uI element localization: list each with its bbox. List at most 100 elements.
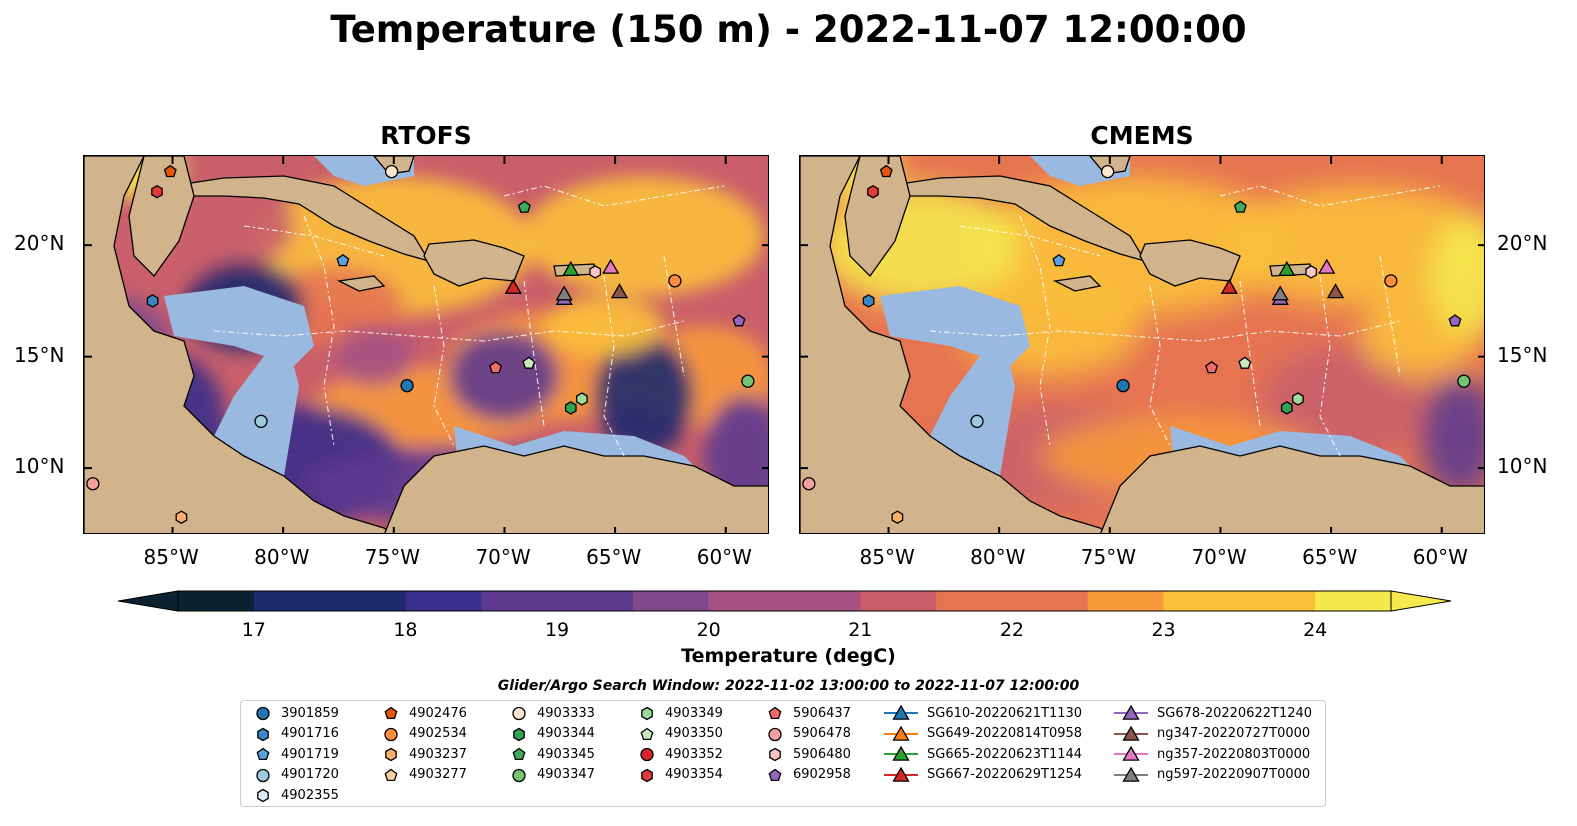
- marker-4901719: [1052, 253, 1066, 267]
- legend-item: 4902355: [253, 785, 339, 805]
- legend-marker-icon: [768, 727, 782, 741]
- legend-item: 4903349: [637, 703, 723, 723]
- colorbar-tick-label: 20: [696, 619, 721, 641]
- marker-4903347: [741, 374, 755, 388]
- marker-5906437: [1205, 360, 1219, 374]
- colorbar-band: [405, 591, 482, 611]
- legend-item-label: ng597-20220907T0000: [1157, 767, 1311, 782]
- map-panel-rtofs: [83, 155, 769, 534]
- legend-marker-icon: [641, 706, 653, 721]
- legend-item-label: 4903352: [665, 746, 723, 762]
- legend-marker-icon: [769, 747, 781, 762]
- legend-item: ng347-20220727T0000: [1113, 724, 1310, 744]
- legend-marker-icon: [385, 747, 397, 762]
- colorbar-extend-high: [1390, 590, 1452, 612]
- south-america-landmass: [1100, 445, 1484, 533]
- legend-marker-icon: [384, 706, 398, 720]
- marker-4903354: [151, 184, 163, 199]
- map-panel-cmems: [799, 155, 1485, 534]
- legend-item: SG678-20220622T1240: [1113, 703, 1312, 723]
- colorbar-band: [1315, 591, 1392, 611]
- legend-item: 3901859: [253, 703, 339, 723]
- lon-tick-label: 75°W: [1080, 545, 1137, 569]
- colorbar-band: [481, 591, 558, 611]
- legend-item-label: SG610-20220621T1130: [927, 705, 1083, 721]
- lon-tick-label: 85°W: [143, 545, 199, 569]
- legend-item-label: ng347-20220727T0000: [1157, 726, 1311, 741]
- colorbar-label: Temperature (degC): [681, 645, 896, 667]
- marker-4903354: [867, 184, 879, 199]
- marker-4901716: [146, 294, 159, 308]
- legend-item-label: 4903350: [665, 726, 723, 741]
- marker-4902534: [1384, 274, 1398, 288]
- lat-tick-label-left: 20°N: [14, 231, 65, 256]
- marker-SG667-20220629T1254: [1220, 278, 1238, 294]
- marker-ng357-20220803T0000: [602, 258, 620, 274]
- legend-item: 4903277: [381, 765, 467, 785]
- legend-item: ng357-20220803T0000: [1113, 744, 1310, 764]
- colorbar-band: [1163, 591, 1240, 611]
- marker-4903350: [1238, 356, 1252, 369]
- platform-markers: [86, 164, 755, 524]
- marker-4903344: [1280, 401, 1293, 415]
- platform-markers: [802, 164, 1471, 524]
- marker-4903350: [522, 356, 536, 369]
- legend-item: SG667-20220629T1254: [883, 765, 1082, 785]
- legend-item-label: 6902958: [793, 767, 851, 782]
- lon-tick-label: 75°W: [364, 545, 421, 569]
- legend-item: 4903352: [637, 744, 723, 764]
- marker-ng347-20220727T0000: [1326, 283, 1345, 299]
- marker-4903344: [564, 401, 577, 415]
- colorbar-band: [1011, 591, 1089, 611]
- cuba-landmass: [898, 175, 1147, 263]
- colorbar-band: [936, 591, 1013, 611]
- panel-title-cmems: CMEMS: [1090, 121, 1194, 150]
- marker-5906478: [802, 477, 816, 491]
- legend-item: 4903350: [637, 724, 723, 744]
- jamaica-landmass: [1052, 275, 1102, 292]
- legend-item: 4903237: [381, 744, 467, 764]
- legend-item: SG649-20220814T0958: [883, 724, 1082, 744]
- legend-marker-icon: [513, 727, 525, 741]
- marker-4901720: [970, 414, 984, 428]
- legend-item-label: 5906480: [793, 746, 851, 762]
- legend-item: 4901716: [253, 724, 339, 744]
- legend-marker-icon: [768, 768, 782, 781]
- legend-marker-icon: [256, 747, 270, 761]
- legend-item-label: 4903354: [665, 767, 723, 782]
- legend-item-label: 4903277: [409, 767, 467, 782]
- legend-item-label: SG649-20220814T0958: [927, 726, 1083, 741]
- legend-item-label: ng357-20220803T0000: [1157, 746, 1311, 762]
- colorbar-band: [1087, 591, 1165, 611]
- panel-title-rtofs: RTOFS: [380, 121, 472, 150]
- colorbar-band: [557, 591, 634, 611]
- legend-marker-icon: [384, 768, 398, 781]
- legend-item: 4903333: [509, 703, 595, 723]
- legend-item: 4902534: [381, 724, 467, 744]
- marker-4903349: [1292, 392, 1304, 406]
- figure-title: Temperature (150 m) - 2022-11-07 12:00:0…: [330, 8, 1247, 51]
- land: [84, 156, 768, 533]
- colorbar-band: [708, 591, 785, 611]
- lon-tick-label: 60°W: [696, 545, 752, 569]
- legend-marker-icon: [257, 727, 269, 741]
- marker-6902958: [732, 314, 746, 327]
- marker-4903333: [1100, 164, 1115, 179]
- colorbar-tick-label: 22: [999, 619, 1025, 641]
- lon-tick-label: 85°W: [859, 545, 915, 569]
- legend-item-label: 4902476: [409, 705, 467, 721]
- marker-4901719: [336, 253, 350, 267]
- colorbar-band: [253, 591, 331, 611]
- legend-item-label: 4901716: [281, 726, 339, 741]
- lon-tick-label: 65°W: [1302, 545, 1358, 569]
- legend-item-label: 4903344: [537, 726, 595, 741]
- lat-tick-label-right: 10°N: [1497, 454, 1548, 479]
- legend-marker-icon: [1114, 745, 1148, 761]
- hispaniola-landmass: [423, 239, 525, 287]
- colorbar: [117, 590, 1452, 612]
- colorbar-tick-label: 17: [241, 619, 266, 641]
- marker-4902476: [879, 164, 893, 178]
- colorbar-band: [784, 591, 861, 611]
- legend-item-label: 4903347: [537, 767, 595, 782]
- marker-5906480: [1305, 265, 1318, 279]
